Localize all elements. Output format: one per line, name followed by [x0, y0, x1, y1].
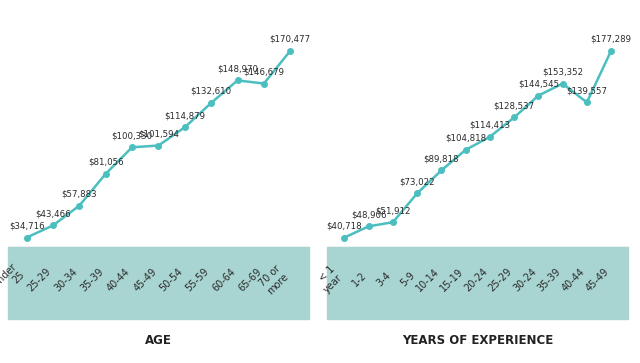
Text: $57,883: $57,883 [61, 190, 97, 199]
Text: 35-39: 35-39 [536, 266, 563, 293]
Text: 40-44: 40-44 [105, 266, 132, 293]
Text: 50-54: 50-54 [157, 266, 185, 293]
Text: $153,352: $153,352 [542, 68, 583, 77]
Text: YEARS OF EXPERIENCE: YEARS OF EXPERIENCE [402, 334, 554, 347]
Text: $148,970: $148,970 [217, 65, 258, 73]
Text: $43,466: $43,466 [35, 209, 71, 219]
Text: $48,906: $48,906 [351, 211, 387, 219]
Text: 20-24: 20-24 [463, 266, 490, 293]
Text: 3-4: 3-4 [374, 270, 393, 289]
Text: $177,289: $177,289 [591, 35, 632, 44]
Text: $104,818: $104,818 [445, 134, 486, 143]
Text: $81,056: $81,056 [88, 158, 124, 167]
Text: 25-29: 25-29 [26, 266, 53, 293]
Text: $73,022: $73,022 [399, 178, 435, 187]
Text: $146,679: $146,679 [243, 68, 284, 77]
Text: $139,557: $139,557 [566, 86, 607, 95]
Text: $132,610: $132,610 [191, 87, 232, 96]
Text: 45-49: 45-49 [131, 266, 159, 293]
Text: 15-19: 15-19 [438, 266, 466, 293]
Text: 1-2: 1-2 [350, 270, 369, 289]
Text: 40-44: 40-44 [560, 266, 587, 293]
Text: 55-59: 55-59 [184, 266, 211, 293]
Text: 35-39: 35-39 [79, 266, 106, 293]
Text: 25-29: 25-29 [487, 266, 514, 293]
Text: $101,594: $101,594 [138, 130, 179, 139]
Text: $144,545: $144,545 [518, 79, 559, 89]
Text: AGE: AGE [145, 334, 172, 347]
Text: 10-14: 10-14 [415, 266, 442, 293]
Text: 45-49: 45-49 [584, 266, 611, 293]
Text: 70 or
more: 70 or more [257, 263, 291, 296]
Text: 30-24: 30-24 [511, 266, 538, 293]
Text: $114,879: $114,879 [164, 111, 205, 121]
Text: $114,413: $114,413 [469, 121, 511, 130]
Text: $100,330: $100,330 [111, 131, 152, 140]
Text: 60-64: 60-64 [211, 266, 237, 293]
Text: $51,912: $51,912 [375, 206, 411, 215]
Text: Under
25: Under 25 [0, 261, 27, 298]
Text: $34,716: $34,716 [9, 221, 44, 231]
Text: $170,477: $170,477 [269, 35, 311, 44]
Text: < 1
year: < 1 year [314, 264, 344, 295]
Text: $89,818: $89,818 [424, 154, 459, 163]
Text: 30-34: 30-34 [52, 266, 79, 293]
Text: $128,537: $128,537 [493, 102, 534, 110]
Text: $40,718: $40,718 [326, 221, 362, 231]
Text: 5-9: 5-9 [399, 270, 417, 289]
Text: 65-69: 65-69 [237, 266, 264, 293]
